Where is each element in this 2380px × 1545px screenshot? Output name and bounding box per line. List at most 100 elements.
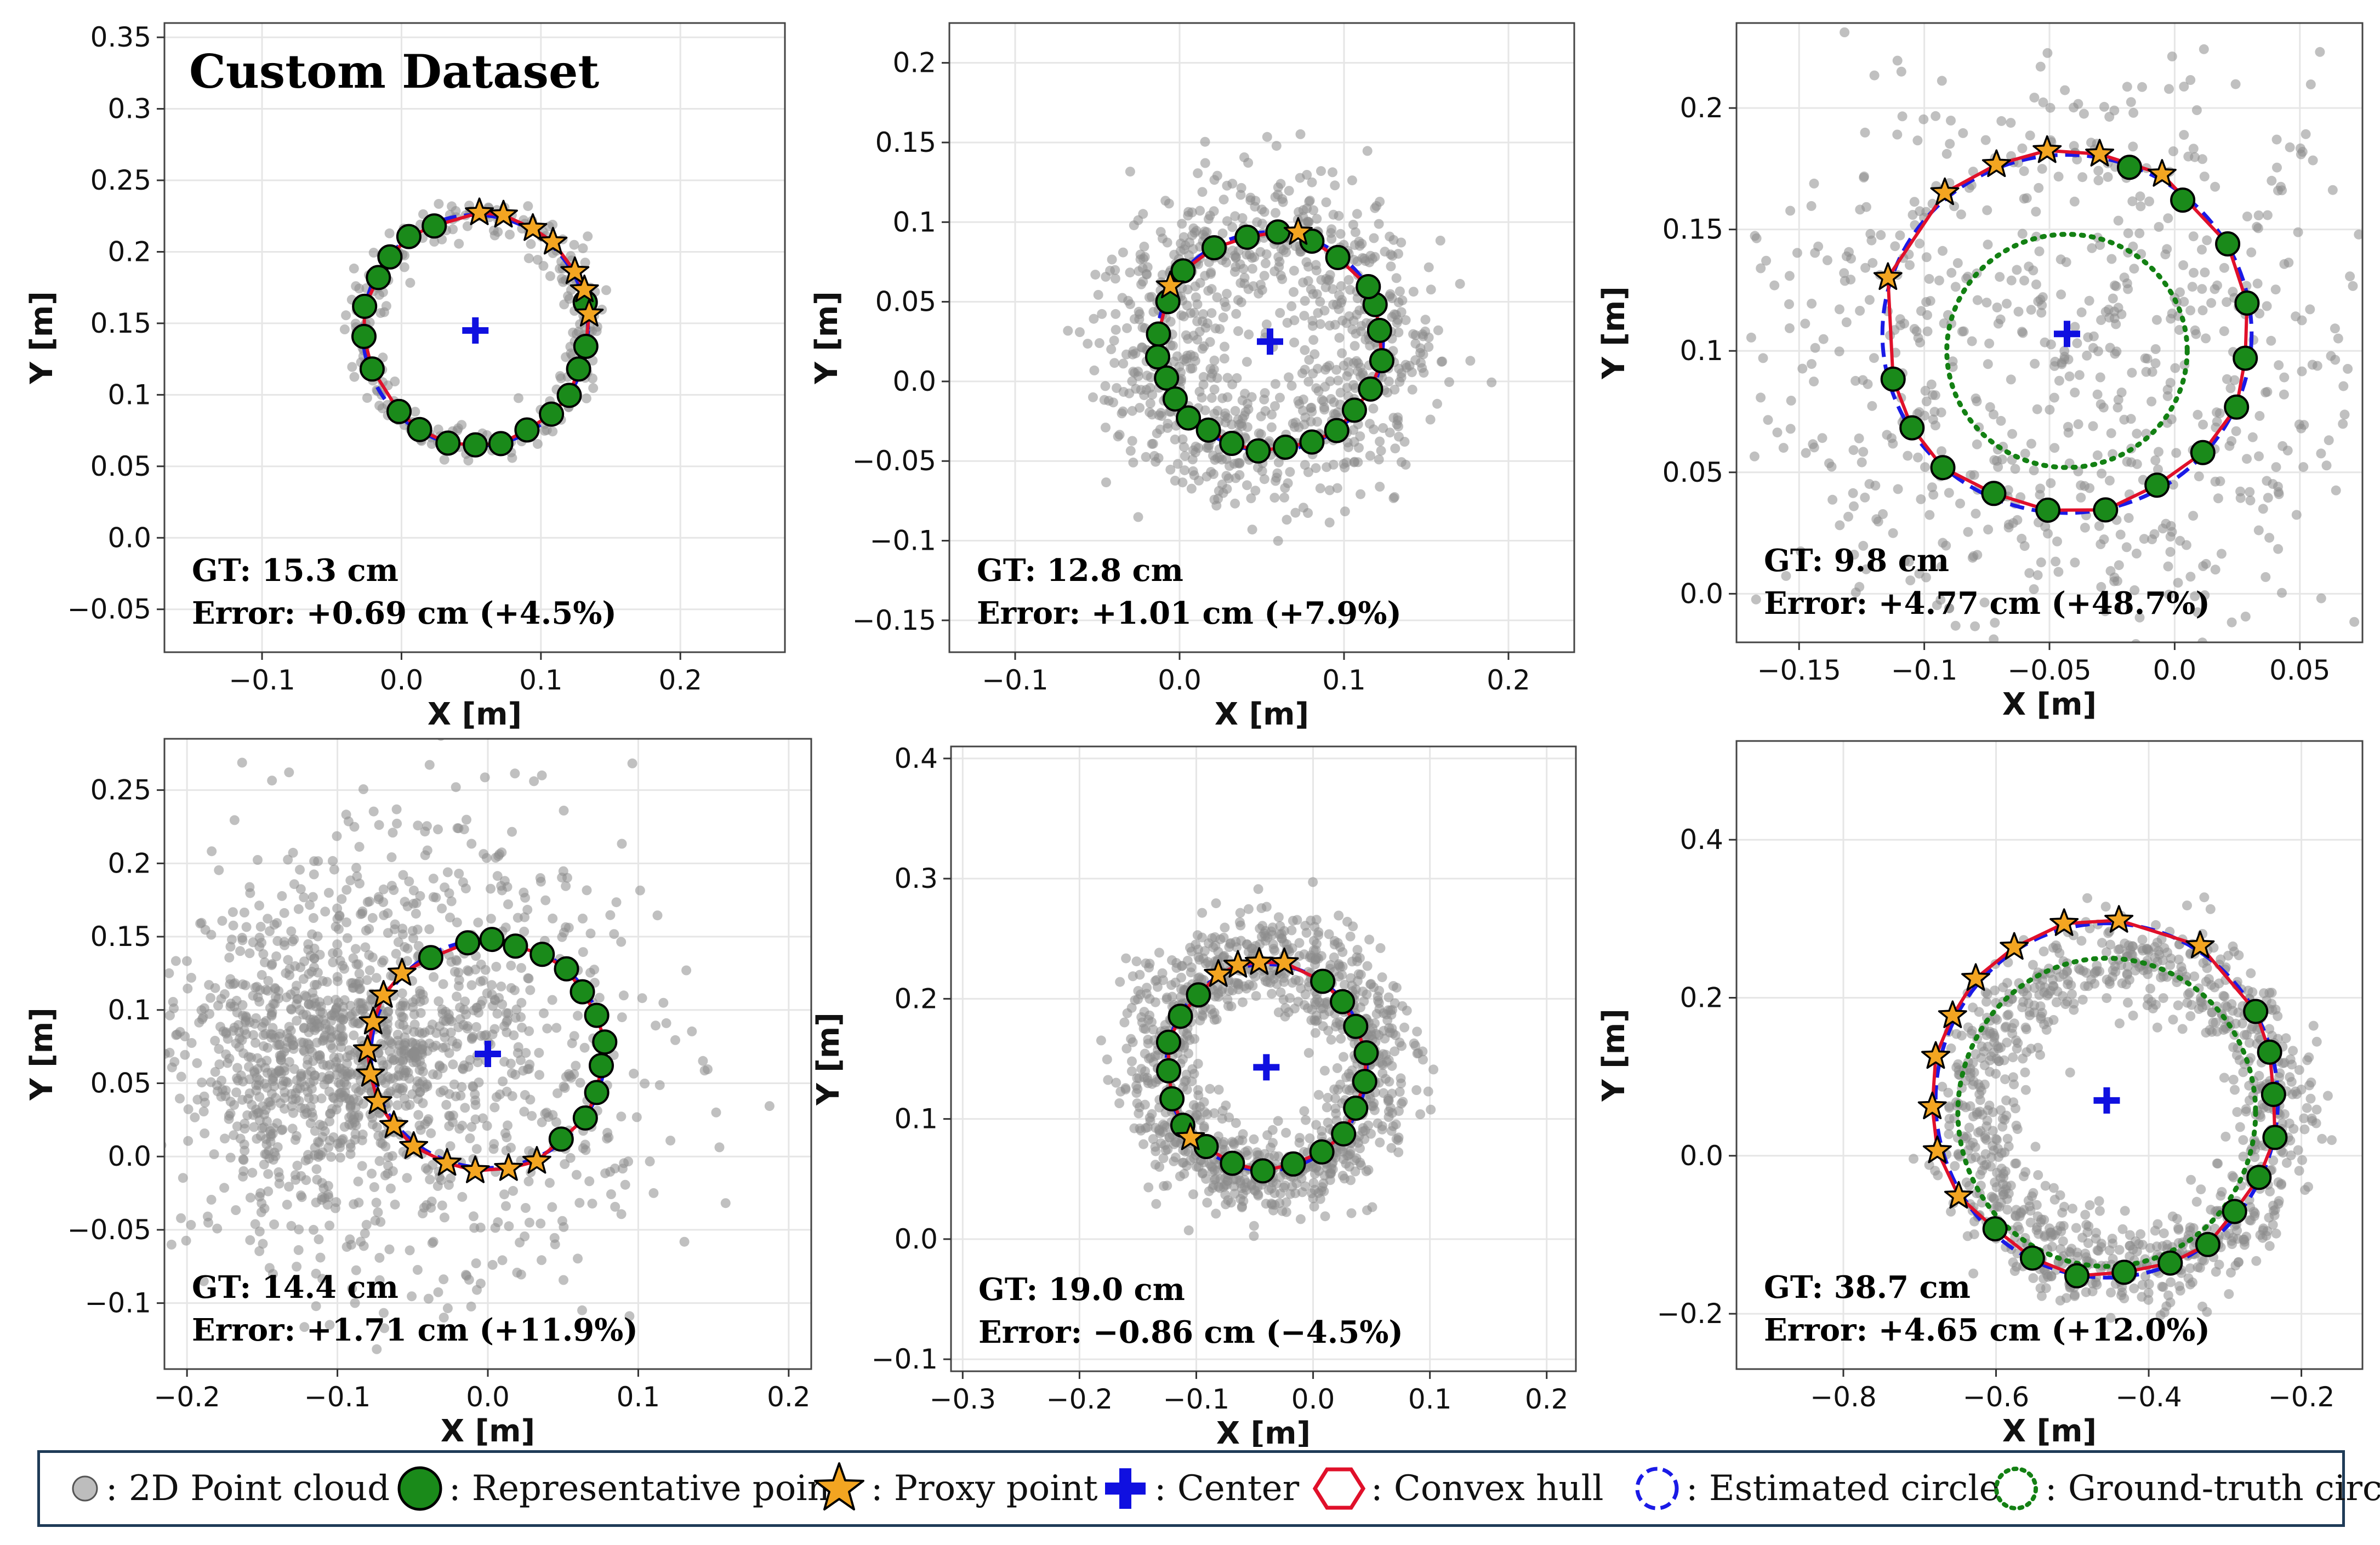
cloud-point bbox=[1234, 917, 1245, 927]
cloud-point bbox=[2029, 465, 2039, 476]
cloud-point bbox=[1300, 989, 1311, 1000]
cloud-point bbox=[618, 990, 629, 1001]
cloud-point bbox=[1121, 1044, 1132, 1054]
cloud-point bbox=[1195, 1016, 1205, 1025]
cloud-point bbox=[1909, 324, 1920, 334]
y-tick-label: 0.2 bbox=[1679, 92, 1723, 124]
cloud-point bbox=[687, 1026, 697, 1036]
x-tick-label: 0.05 bbox=[2269, 654, 2330, 686]
cloud-point bbox=[1209, 206, 1219, 216]
cloud-point bbox=[1995, 272, 2005, 282]
cloud-point bbox=[258, 1239, 268, 1249]
cloud-point bbox=[516, 963, 526, 973]
cloud-point bbox=[1220, 297, 1229, 307]
cloud-point bbox=[513, 393, 523, 403]
cloud-point bbox=[2241, 281, 2252, 291]
representative-point bbox=[1309, 1139, 1335, 1165]
representative-point bbox=[573, 334, 599, 359]
cloud-point bbox=[1867, 258, 1878, 268]
cloud-point bbox=[1231, 1118, 1241, 1128]
cloud-point bbox=[1131, 956, 1142, 967]
cloud-point bbox=[280, 1093, 290, 1103]
cloud-point bbox=[1230, 978, 1240, 988]
cloud-point bbox=[2061, 257, 2071, 267]
cloud-point bbox=[1247, 264, 1257, 274]
proxy-point bbox=[574, 299, 604, 327]
cloud-point bbox=[532, 255, 543, 265]
cloud-point bbox=[397, 988, 407, 999]
cloud-point bbox=[2173, 578, 2183, 588]
cloud-point bbox=[1111, 324, 1121, 335]
cloud-point bbox=[2273, 185, 2283, 196]
cloud-point bbox=[2242, 212, 2252, 221]
cloud-point bbox=[1967, 336, 1977, 346]
cloud-point bbox=[1383, 1095, 1394, 1105]
cloud-point bbox=[2154, 222, 2164, 232]
cloud-point bbox=[1109, 335, 1119, 346]
y-tick-label: 0.05 bbox=[90, 451, 151, 482]
cloud-point bbox=[350, 1017, 360, 1027]
cloud-point bbox=[1929, 407, 1940, 417]
cloud-point bbox=[499, 1189, 509, 1200]
x-tick-label: 0.0 bbox=[380, 664, 424, 696]
cloud-point bbox=[1863, 379, 1873, 389]
cloud-point bbox=[367, 1168, 377, 1179]
cloud-point bbox=[520, 893, 530, 903]
cloud-point bbox=[448, 1117, 458, 1127]
cloud-point bbox=[2134, 228, 2145, 238]
cloud-point bbox=[1090, 270, 1101, 280]
cloud-point bbox=[1154, 948, 1164, 958]
cloud-point bbox=[2197, 637, 2207, 642]
cloud-point bbox=[324, 1074, 334, 1084]
representative-point bbox=[584, 1002, 610, 1028]
cloud-point bbox=[1869, 353, 1879, 363]
cloud-point bbox=[1260, 406, 1271, 416]
cloud-point bbox=[1192, 930, 1203, 940]
cloud-point bbox=[1249, 1221, 1259, 1231]
x-axis-label: X [m] bbox=[441, 1413, 535, 1447]
cloud-point bbox=[150, 1037, 160, 1047]
cloud-point bbox=[605, 910, 616, 920]
cloud-point bbox=[1980, 135, 1991, 145]
cloud-point bbox=[536, 1218, 546, 1229]
cloud-point bbox=[2254, 309, 2265, 319]
cloud-point bbox=[497, 885, 507, 896]
cloud-point bbox=[1387, 1061, 1397, 1071]
cloud-point bbox=[349, 1030, 359, 1041]
cloud-point bbox=[2109, 576, 2120, 586]
cloud-point bbox=[372, 1344, 382, 1354]
cloud-point bbox=[1165, 464, 1176, 475]
cloud-point bbox=[1337, 315, 1348, 326]
cloud-point bbox=[1220, 922, 1230, 933]
cloud-point bbox=[1984, 338, 1995, 349]
cloud-point bbox=[2331, 485, 2341, 495]
cloud-point bbox=[2197, 154, 2207, 164]
cloud-point bbox=[1199, 946, 1210, 956]
cloud-point bbox=[529, 776, 539, 786]
cloud-point bbox=[1267, 922, 1278, 933]
cloud-point bbox=[2199, 44, 2209, 54]
cloud-point bbox=[1927, 482, 1937, 493]
cloud-point bbox=[1315, 319, 1325, 329]
cloud-point bbox=[316, 1150, 326, 1160]
cloud-point bbox=[2010, 464, 2020, 474]
cloud-point bbox=[1283, 1007, 1294, 1017]
cloud-point bbox=[446, 1173, 456, 1183]
x-axis-label: X [m] bbox=[428, 697, 522, 732]
cloud-point bbox=[1371, 1009, 1382, 1019]
cloud-point bbox=[423, 1293, 434, 1304]
cloud-point bbox=[540, 895, 551, 905]
cloud-point bbox=[323, 995, 333, 1006]
cloud-point bbox=[2164, 84, 2174, 94]
cloud-point bbox=[254, 1092, 265, 1102]
cloud-point bbox=[1328, 459, 1339, 470]
cloud-point bbox=[1187, 454, 1198, 465]
gt-annotation: GT: 15.3 cm bbox=[192, 552, 398, 589]
y-tick-label: 0.1 bbox=[894, 1103, 938, 1135]
cloud-point bbox=[1105, 265, 1115, 276]
cloud-point bbox=[337, 894, 347, 904]
cloud-point bbox=[2142, 354, 2153, 364]
gt-annotation: GT: 12.8 cm bbox=[977, 552, 1183, 589]
cloud-point bbox=[295, 1190, 306, 1201]
cloud-point bbox=[449, 1079, 459, 1090]
